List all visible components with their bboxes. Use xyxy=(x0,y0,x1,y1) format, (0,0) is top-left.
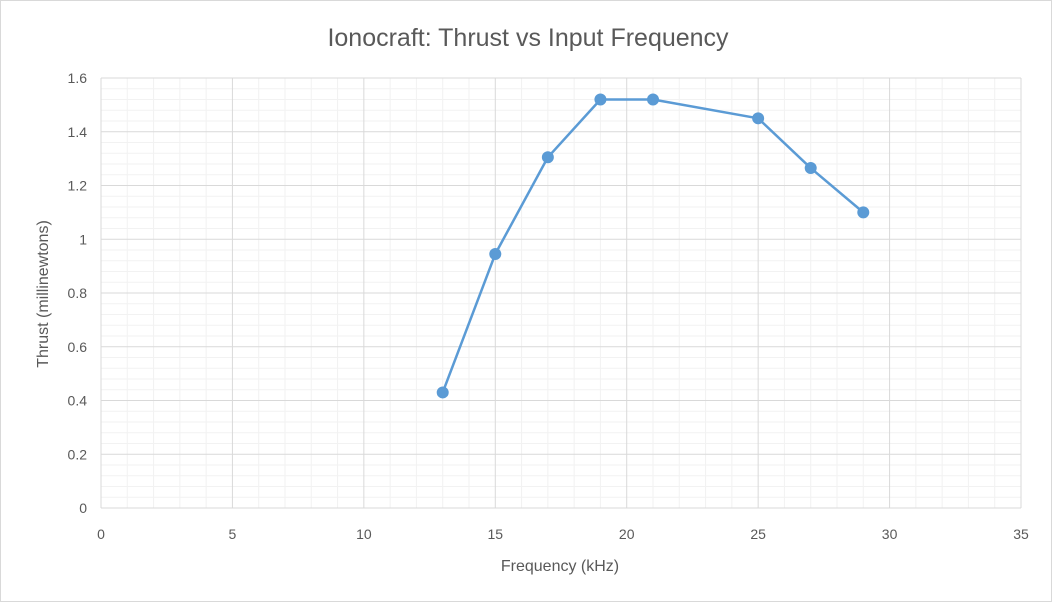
series-line xyxy=(441,98,865,393)
x-tick-label: 30 xyxy=(882,526,898,542)
y-tick-label: 1.6 xyxy=(68,70,88,86)
y-tick-label: 0.2 xyxy=(68,446,88,462)
x-tick-label: 20 xyxy=(619,526,635,542)
data-point xyxy=(436,386,449,399)
x-tick-labels: 0 5 10 15 20 25 30 35 xyxy=(97,526,1029,542)
y-tick-label: 1.2 xyxy=(68,178,88,194)
y-tick-label: 0.6 xyxy=(68,339,88,355)
axes xyxy=(100,78,1021,509)
data-point xyxy=(752,112,765,125)
data-series xyxy=(436,93,870,399)
data-point xyxy=(804,162,817,175)
data-point xyxy=(541,151,554,164)
y-tick-label: 0.4 xyxy=(68,393,88,409)
major-gridlines xyxy=(101,77,1022,508)
x-tick-label: 25 xyxy=(750,526,766,542)
x-tick-label: 15 xyxy=(487,526,503,542)
y-tick-labels: 0 0.2 0.4 0.6 0.8 1 1.2 1.4 1.6 xyxy=(68,70,88,516)
chart-title: Ionocraft: Thrust vs Input Frequency xyxy=(327,24,729,52)
data-point xyxy=(647,93,659,106)
y-tick-label: 1 xyxy=(79,231,87,247)
data-point xyxy=(857,206,870,219)
y-tick-label: 0 xyxy=(79,500,87,516)
data-point xyxy=(489,248,502,261)
y-tick-label: 1.4 xyxy=(68,124,88,140)
x-tick-label: 10 xyxy=(356,526,372,542)
data-point xyxy=(594,93,607,106)
x-tick-label: 5 xyxy=(229,526,237,542)
y-tick-label: 0.8 xyxy=(68,285,88,301)
x-tick-label: 0 xyxy=(97,526,105,542)
x-axis-title: Frequency (kHz) xyxy=(501,558,619,575)
x-tick-label: 35 xyxy=(1013,526,1029,542)
y-axis-title: Thrust (millinewtons) xyxy=(35,220,52,368)
